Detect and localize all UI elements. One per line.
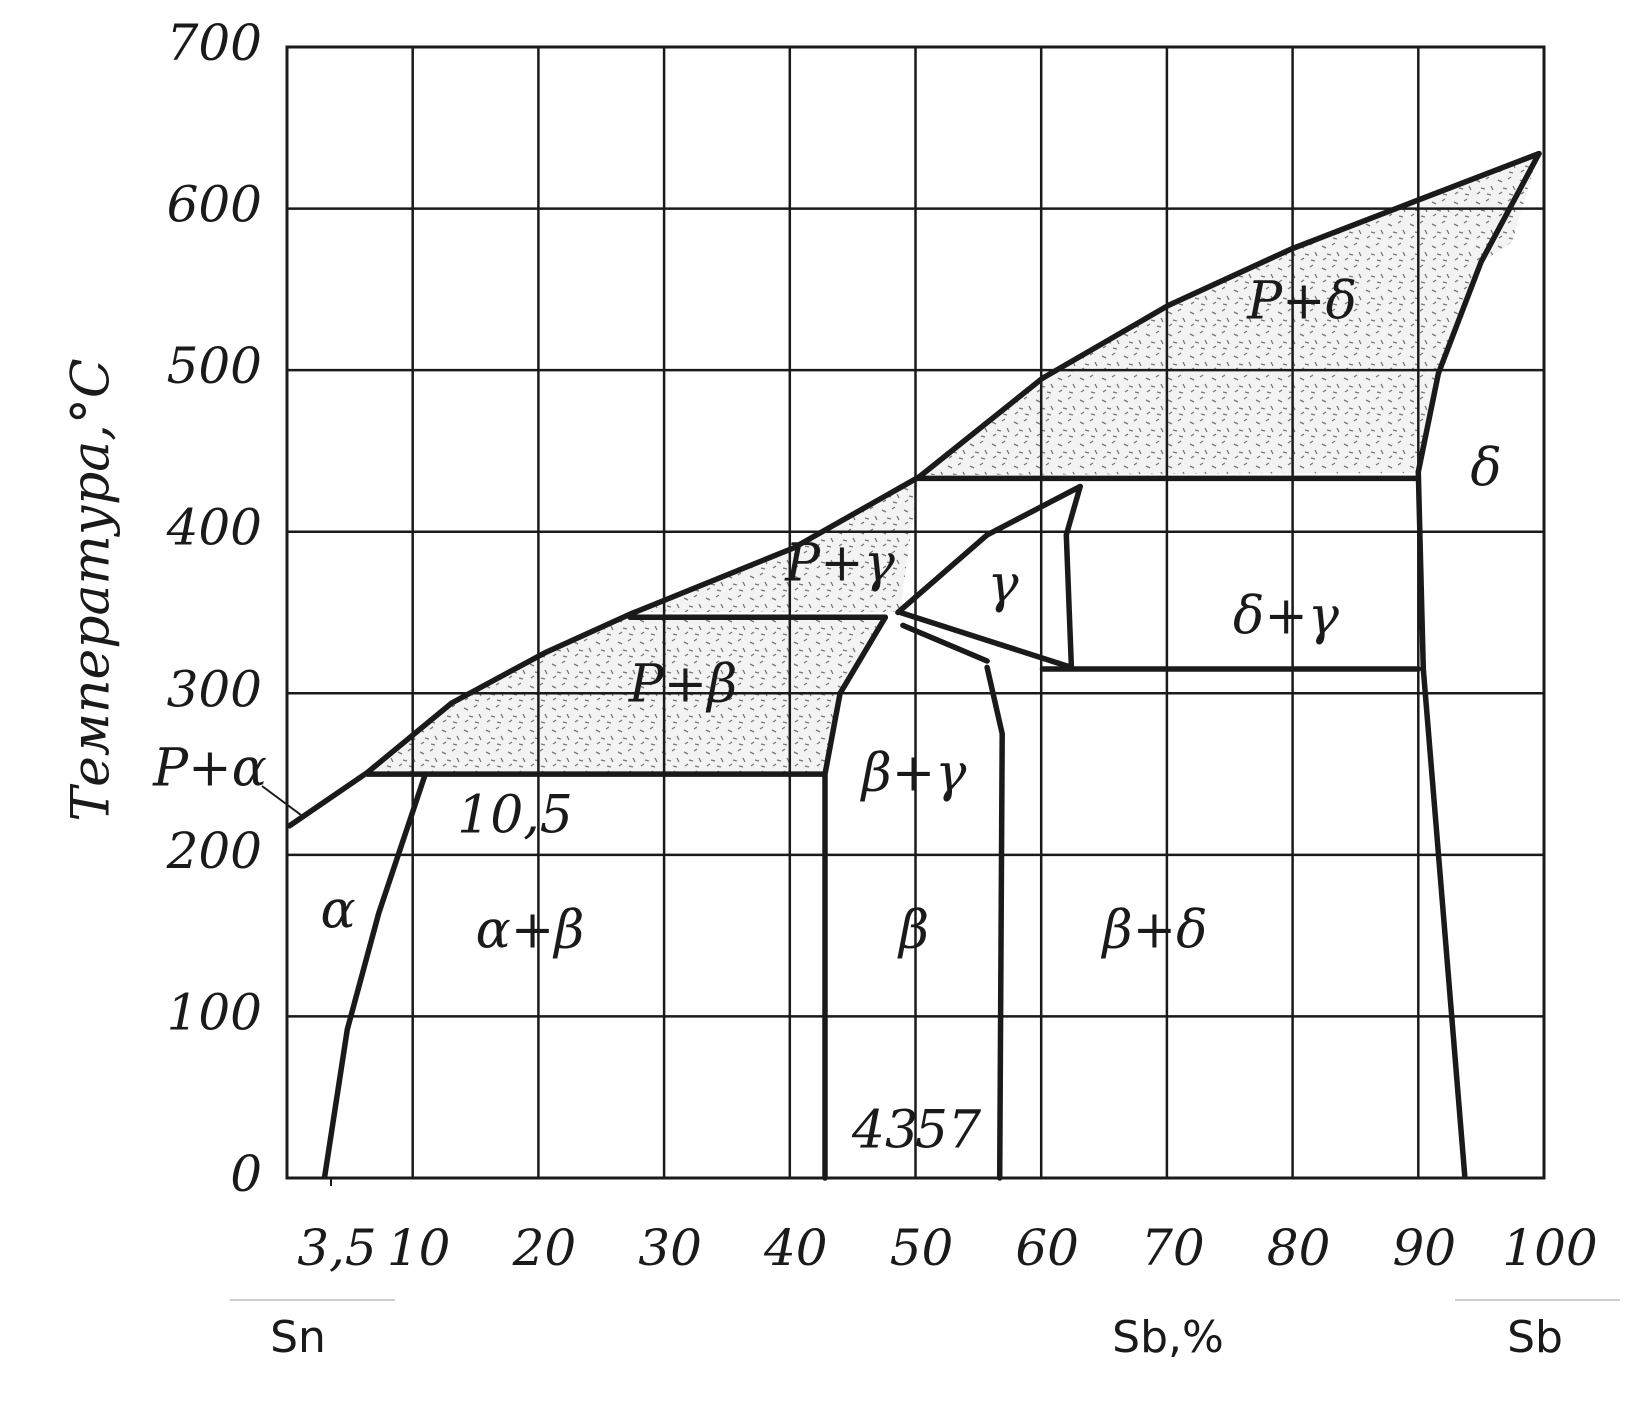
region-label: α <box>320 881 355 941</box>
region-label: α+β <box>476 901 585 961</box>
phase-boundary <box>321 771 429 1180</box>
x-tick-label: 60 <box>1015 1219 1079 1277</box>
leader-line <box>261 785 306 819</box>
phase-boundary <box>895 483 1083 616</box>
y-tick-label: 100 <box>167 983 262 1041</box>
x-tick-label: 10 <box>387 1219 451 1277</box>
x-tick-label: 80 <box>1267 1219 1331 1277</box>
x-start-label: Sn <box>270 1312 326 1363</box>
x-tick-label: 30 <box>638 1219 702 1277</box>
region-label: 43 <box>851 1101 918 1161</box>
region-label: 10,5 <box>457 786 573 846</box>
x-tick-label: 50 <box>890 1219 954 1277</box>
y-tick-label: 400 <box>166 499 262 557</box>
y-tick-label: 500 <box>167 337 262 395</box>
region-label: δ+γ <box>1233 587 1340 647</box>
labels: 3,5 10 20 30 40 50 60 70 80 90 100 0 100 200 300 400 500… <box>152 14 1598 1277</box>
phase-boundary <box>286 150 1542 829</box>
region-label: P+δ <box>1246 272 1357 332</box>
x-tick-label: 100 <box>1502 1219 1597 1277</box>
region-label: β+γ <box>860 744 968 804</box>
y-tick-label: 700 <box>167 14 262 72</box>
region-label: 57 <box>915 1101 982 1161</box>
x-tick-label: 3,5 <box>297 1219 377 1277</box>
region-label: β <box>897 901 929 961</box>
phase-boundary <box>822 614 889 1181</box>
region-label: P+β <box>628 655 738 715</box>
region-label: γ <box>987 555 1019 615</box>
x-tick-label: 70 <box>1141 1219 1205 1277</box>
x-tick-label: 20 <box>512 1219 577 1277</box>
y-tick-label: 300 <box>167 660 262 718</box>
region-p-alpha-beta <box>291 614 885 824</box>
x-axis-label: Sb,% <box>1112 1312 1224 1363</box>
y-tick-label: 200 <box>166 822 262 880</box>
region-label: β+δ <box>1101 901 1208 961</box>
plot-frame <box>285 45 1546 1180</box>
y-axis-label: Температура,°С <box>62 358 122 821</box>
y-tick-label: 0 <box>230 1145 262 1203</box>
phase-boundary <box>897 609 1075 671</box>
phase-boundary <box>1415 469 1468 1180</box>
phase-boundary <box>900 622 990 664</box>
x-tick-label: 40 <box>763 1219 828 1277</box>
phase-boundary <box>984 664 1005 1181</box>
x-tick-label: 90 <box>1392 1219 1456 1277</box>
phase-boundary <box>1415 150 1542 475</box>
y-tick-label: 600 <box>167 176 262 234</box>
region-label: P+γ <box>784 534 896 594</box>
region-p-delta <box>919 154 1538 475</box>
region-label: δ <box>1470 439 1501 499</box>
region-p-gamma <box>630 475 919 612</box>
x-end-label: Sb <box>1507 1312 1563 1363</box>
boundaries <box>286 150 1542 1181</box>
phase-boundary <box>1063 483 1083 671</box>
region-label: P+α <box>152 739 267 799</box>
